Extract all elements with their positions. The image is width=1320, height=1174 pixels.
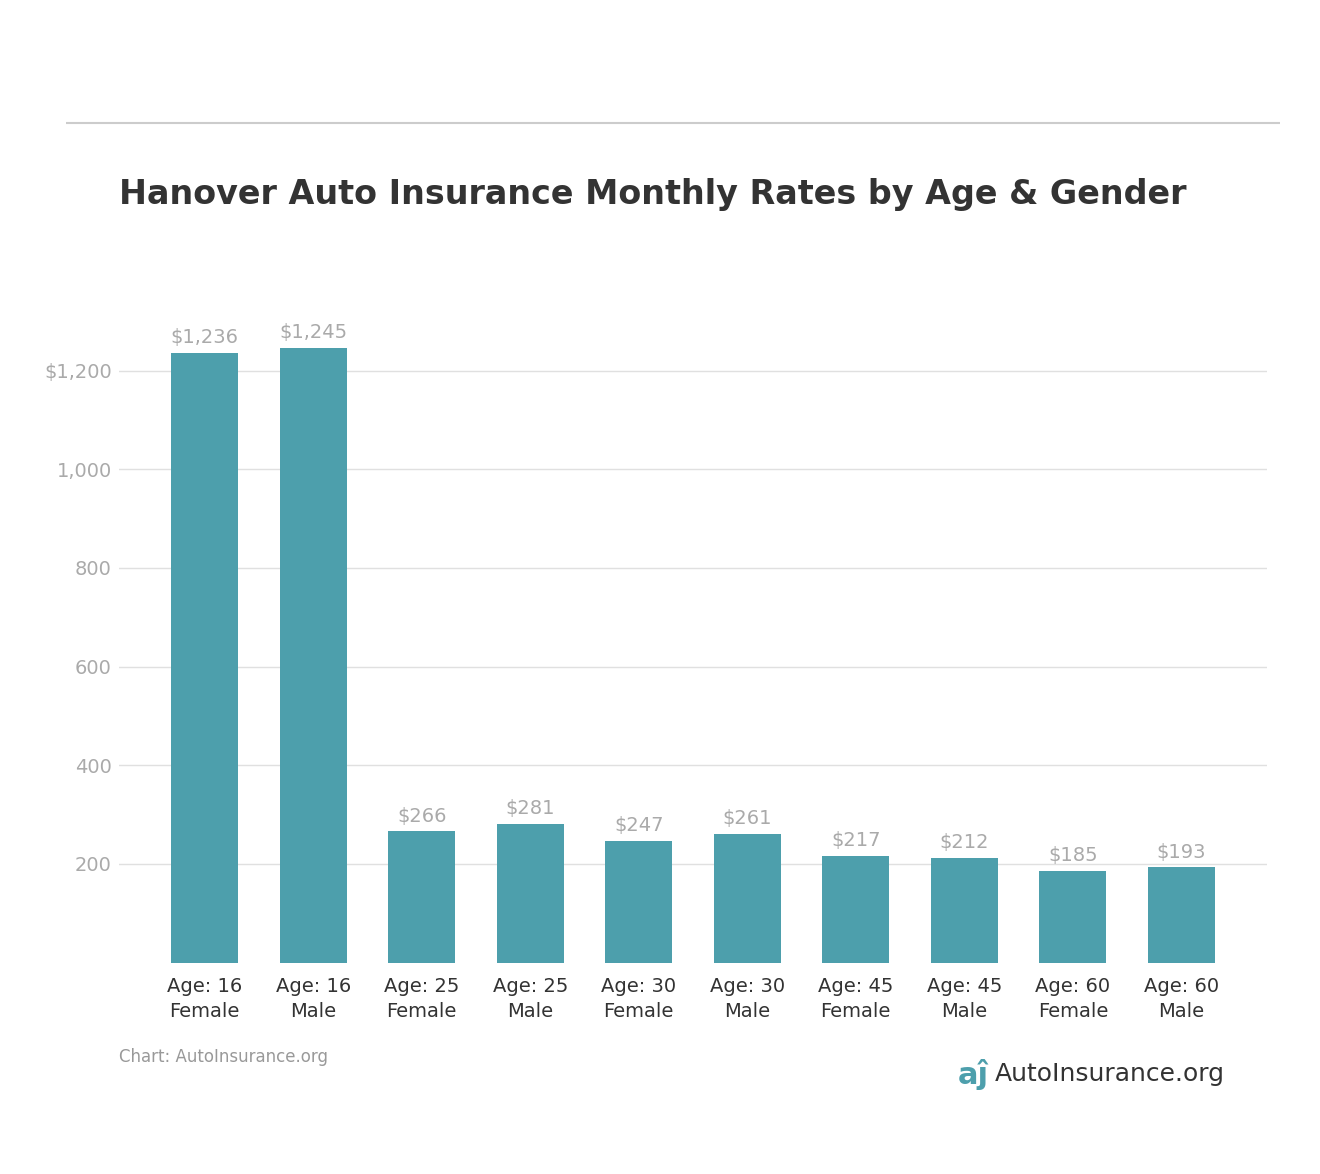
Text: $185: $185 xyxy=(1048,846,1098,865)
Bar xyxy=(822,856,890,963)
Text: $212: $212 xyxy=(940,834,989,852)
Text: Chart: AutoInsurance.org: Chart: AutoInsurance.org xyxy=(119,1047,327,1066)
Bar xyxy=(172,353,239,963)
Bar xyxy=(388,831,455,963)
Text: $281: $281 xyxy=(506,799,554,818)
Text: $261: $261 xyxy=(722,809,772,828)
Text: $217: $217 xyxy=(832,831,880,850)
Text: $1,245: $1,245 xyxy=(279,324,347,343)
Bar xyxy=(931,858,998,963)
Bar xyxy=(714,834,781,963)
Bar xyxy=(1147,868,1214,963)
Text: $1,236: $1,236 xyxy=(170,328,239,346)
Bar xyxy=(1039,871,1106,963)
Text: $247: $247 xyxy=(614,816,664,835)
Text: Hanover Auto Insurance Monthly Rates by Age & Gender: Hanover Auto Insurance Monthly Rates by … xyxy=(119,178,1187,211)
Bar xyxy=(280,349,347,963)
Bar xyxy=(496,824,564,963)
Text: $193: $193 xyxy=(1156,843,1206,862)
Text: AutoInsurance.org: AutoInsurance.org xyxy=(995,1062,1225,1086)
Text: aĵ: aĵ xyxy=(958,1059,989,1089)
Text: $266: $266 xyxy=(397,807,446,825)
Bar xyxy=(605,841,672,963)
